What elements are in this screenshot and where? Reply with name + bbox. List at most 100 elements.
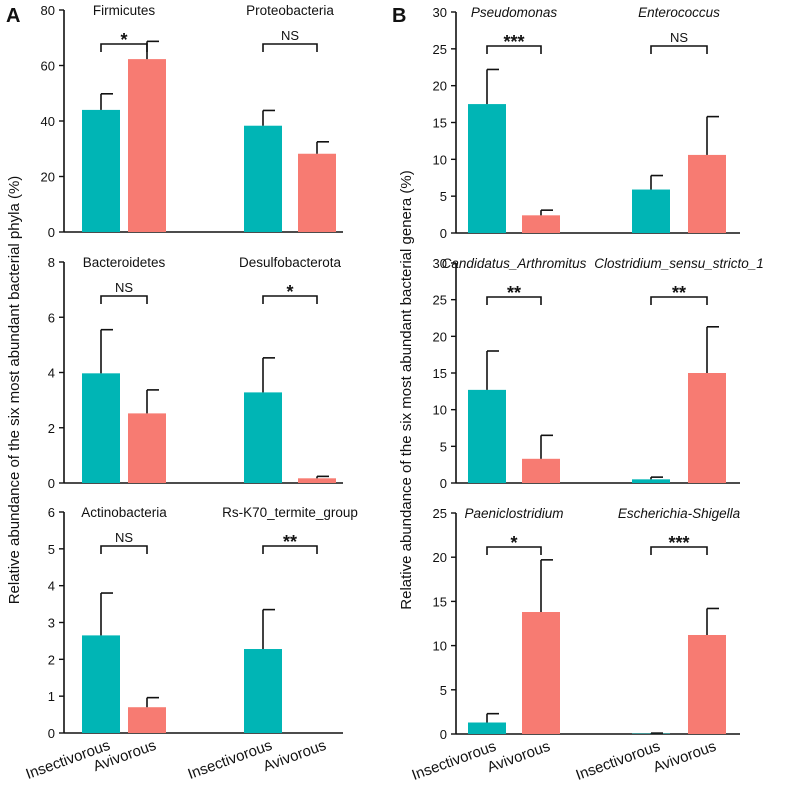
significance-label: NS bbox=[115, 280, 133, 295]
subplot-row: 0 20 40 60 80 Firmicutes * Proteobacteria NS bbox=[41, 3, 343, 240]
bar-insectivorous bbox=[82, 373, 120, 483]
significance-label: * bbox=[286, 282, 293, 302]
bar-group: Firmicutes * bbox=[82, 3, 166, 233]
group-title: Firmicutes bbox=[93, 3, 156, 18]
y-tick-label: 30 bbox=[433, 5, 447, 20]
bar-group: Desulfobacterota * bbox=[239, 255, 342, 483]
y-tick-label: 0 bbox=[48, 476, 55, 491]
group-title: Bacteroidetes bbox=[83, 255, 166, 270]
significance-bracket bbox=[486, 546, 542, 555]
significance-label: ** bbox=[507, 283, 521, 303]
x-category-label: Avivorous bbox=[651, 738, 718, 776]
bar-avivorous bbox=[522, 458, 560, 483]
bar-group: Escherichia-Shigella *** InsectivorousAviv… bbox=[574, 506, 741, 784]
panel-B: B Relative abundance of the six most abun… bbox=[392, 5, 764, 784]
bar-group: Pseudomonas *** bbox=[468, 5, 560, 233]
bar-avivorous bbox=[128, 413, 166, 483]
significance-bracket bbox=[650, 45, 708, 54]
bar-insectivorous bbox=[632, 479, 670, 483]
bar-insectivorous bbox=[468, 104, 506, 233]
y-tick-label: 25 bbox=[433, 293, 447, 308]
y-tick-label: 20 bbox=[433, 79, 447, 94]
significance-label: *** bbox=[668, 533, 689, 553]
group-title: Desulfobacterota bbox=[239, 255, 342, 270]
y-tick-label: 5 bbox=[440, 439, 447, 454]
y-tick-label: 30 bbox=[433, 256, 447, 271]
y-tick-label: 5 bbox=[48, 542, 55, 557]
y-tick-label: 15 bbox=[433, 594, 447, 609]
significance-label: ** bbox=[283, 532, 297, 552]
significance-bracket bbox=[262, 295, 318, 304]
y-tick-label: 4 bbox=[48, 366, 55, 381]
significance-bracket bbox=[486, 296, 542, 305]
y-tick-label: 0 bbox=[440, 727, 447, 742]
y-tick-label: 0 bbox=[48, 225, 55, 240]
y-tick-label: 0 bbox=[440, 226, 447, 241]
group-title: Proteobacteria bbox=[246, 3, 334, 18]
bar-avivorous bbox=[688, 634, 726, 734]
significance-label: NS bbox=[670, 30, 688, 45]
y-tick-label: 6 bbox=[48, 505, 55, 520]
bar-group: Candidatus_Arthromitus ** bbox=[442, 256, 587, 483]
bar-avivorous bbox=[298, 478, 336, 483]
y-tick-label: 10 bbox=[433, 152, 447, 167]
group-title: Rs-K70_termite_group bbox=[222, 505, 358, 520]
y-tick-label: 40 bbox=[41, 114, 55, 129]
significance-bracket bbox=[100, 545, 148, 554]
y-tick-label: 5 bbox=[440, 683, 447, 698]
y-axis-label: Relative abundance of the six most abund… bbox=[6, 176, 23, 605]
y-tick-label: 4 bbox=[48, 579, 55, 594]
significance-bracket bbox=[262, 43, 318, 52]
subplot-row: 0 2 4 6 8 Bacteroidetes NS Desulfobacterota * bbox=[48, 255, 343, 491]
bar-group: Rs-K70_termite_group**InsectivorousAvivo… bbox=[186, 505, 358, 783]
subplot-row: 0 5 10 15 20 25 30 Pseudomonas *** Enterococcus NS bbox=[433, 5, 740, 241]
significance-label: ** bbox=[672, 283, 686, 303]
bar-avivorous bbox=[688, 154, 726, 233]
y-tick-label: 25 bbox=[433, 506, 447, 521]
x-category-label: Avivorous bbox=[261, 737, 328, 775]
subplot-row: 0 5 10 15 20 25 Paeniclostridium * Insectivorous… bbox=[410, 506, 741, 784]
bar-insectivorous bbox=[244, 392, 282, 483]
group-title: Candidatus_Arthromitus bbox=[442, 256, 587, 271]
panel-A: A Relative abundance of the six most abun… bbox=[6, 3, 358, 783]
y-tick-label: 2 bbox=[48, 652, 55, 667]
y-tick-label: 60 bbox=[41, 59, 55, 74]
bar-insectivorous bbox=[82, 109, 120, 232]
group-title: Paeniclostridium bbox=[464, 506, 563, 521]
y-tick-label: 25 bbox=[433, 42, 447, 57]
y-tick-label: 80 bbox=[41, 3, 55, 18]
significance-bracket bbox=[650, 296, 708, 305]
x-category-label: Insectivorous bbox=[574, 738, 663, 784]
y-axis-label: Relative abundance of the six most abund… bbox=[398, 170, 415, 609]
group-title: Actinobacteria bbox=[81, 505, 167, 520]
bar-avivorous bbox=[688, 373, 726, 483]
bar-insectivorous bbox=[632, 189, 670, 233]
y-tick-label: 1 bbox=[48, 689, 55, 704]
bar-insectivorous bbox=[82, 635, 120, 733]
bar-group: Proteobacteria NS bbox=[244, 3, 336, 232]
bar-avivorous bbox=[522, 215, 560, 233]
y-tick-label: 20 bbox=[433, 550, 447, 565]
panel-label: A bbox=[6, 5, 20, 27]
significance-label: * bbox=[510, 533, 517, 553]
significance-label: NS bbox=[281, 28, 299, 43]
y-tick-label: 20 bbox=[41, 170, 55, 185]
significance-bracket bbox=[100, 295, 148, 304]
bar-avivorous bbox=[298, 153, 336, 232]
y-tick-label: 0 bbox=[440, 476, 447, 491]
group-title: Enterococcus bbox=[638, 5, 720, 20]
group-title: Escherichia-Shigella bbox=[618, 506, 741, 521]
significance-bracket bbox=[650, 546, 708, 555]
significance-label: NS bbox=[115, 530, 133, 545]
significance-label: * bbox=[120, 30, 127, 50]
y-tick-label: 15 bbox=[433, 366, 447, 381]
significance-bracket bbox=[262, 545, 318, 554]
bar-avivorous bbox=[522, 612, 560, 734]
y-tick-label: 8 bbox=[48, 255, 55, 270]
bar-insectivorous bbox=[468, 722, 506, 734]
y-tick-label: 6 bbox=[48, 310, 55, 325]
significance-bracket bbox=[100, 43, 148, 52]
y-tick-label: 10 bbox=[433, 403, 447, 418]
y-tick-label: 5 bbox=[440, 189, 447, 204]
